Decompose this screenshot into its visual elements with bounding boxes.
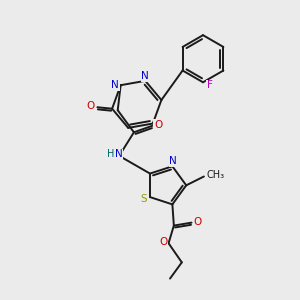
Text: CH₃: CH₃ [206,170,224,180]
Text: S: S [141,194,147,204]
Text: H: H [107,149,114,159]
Text: F: F [206,80,212,90]
Text: N: N [169,156,177,166]
Text: N: N [112,80,119,90]
Text: O: O [154,120,162,130]
Text: O: O [87,101,95,111]
Text: O: O [194,217,202,227]
Text: O: O [159,237,167,247]
Text: N: N [141,71,149,81]
Text: N: N [115,149,122,159]
